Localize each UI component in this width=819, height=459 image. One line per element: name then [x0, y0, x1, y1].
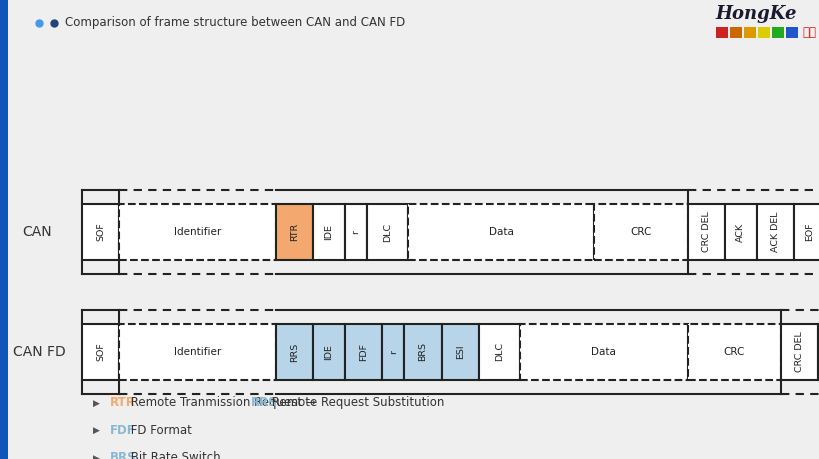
Bar [687, 324, 780, 380]
Bar [724, 204, 756, 260]
Text: ▶: ▶ [93, 453, 100, 459]
Text: CAN: CAN [22, 225, 52, 239]
Text: CRC DEL: CRC DEL [701, 212, 710, 252]
Bar [715, 27, 726, 38]
Bar [119, 204, 275, 260]
Bar [756, 204, 793, 260]
Text: SOF: SOF [96, 223, 105, 241]
Bar [441, 324, 478, 380]
Bar [408, 204, 594, 260]
Bar [594, 204, 687, 260]
Text: CRC DEL: CRC DEL [794, 331, 803, 372]
Text: FDF: FDF [110, 424, 135, 437]
Text: Identifier: Identifier [174, 227, 221, 237]
Bar [119, 324, 275, 380]
Text: r: r [351, 230, 360, 234]
Bar [344, 324, 382, 380]
Bar [313, 324, 344, 380]
Text: Bit Rate Switch: Bit Rate Switch [127, 452, 220, 459]
Bar [780, 324, 817, 380]
Bar [344, 204, 367, 260]
Text: SOF: SOF [96, 342, 105, 361]
Text: ACK: ACK [735, 223, 744, 241]
Text: RRS: RRS [251, 397, 278, 409]
Text: ACK DEL: ACK DEL [770, 212, 779, 252]
Bar [758, 27, 769, 38]
Text: BRS: BRS [418, 342, 427, 361]
Text: Data: Data [488, 227, 514, 237]
Bar [0, 0, 8, 459]
Text: CRC: CRC [630, 227, 651, 237]
Text: RTR: RTR [110, 397, 136, 409]
Text: RRS: RRS [290, 342, 299, 362]
Bar [817, 324, 819, 380]
Bar [729, 27, 741, 38]
Text: DLC: DLC [495, 342, 504, 362]
Text: Comparison of frame structure between CAN and CAN FD: Comparison of frame structure between CA… [66, 17, 405, 29]
Bar [793, 204, 819, 260]
Bar [478, 324, 519, 380]
Text: 虚科: 虚科 [802, 26, 816, 39]
Bar [82, 324, 119, 380]
Text: FD Format: FD Format [127, 424, 192, 437]
Bar [82, 204, 119, 260]
Text: Remote Tranmission Request →: Remote Tranmission Request → [127, 397, 315, 409]
Text: Remote Request Substitution: Remote Request Substitution [268, 397, 444, 409]
Text: FDF: FDF [359, 343, 368, 361]
Bar [404, 324, 441, 380]
Text: Data: Data [590, 347, 616, 357]
Text: BRS: BRS [110, 452, 137, 459]
Bar [275, 324, 313, 380]
Bar [771, 27, 783, 38]
Text: EOF: EOF [804, 223, 813, 241]
Bar [687, 204, 724, 260]
Text: r: r [388, 350, 397, 354]
Bar [313, 204, 344, 260]
Bar [519, 324, 687, 380]
Text: HongKe: HongKe [715, 6, 796, 23]
Text: CRC: CRC [722, 347, 744, 357]
Bar [275, 204, 313, 260]
Text: CAN FD: CAN FD [13, 345, 66, 359]
Bar [785, 27, 798, 38]
Text: IDE: IDE [324, 344, 333, 360]
Text: ESI: ESI [455, 345, 464, 359]
Text: ▶: ▶ [93, 426, 100, 435]
Bar [743, 27, 755, 38]
Text: IDE: IDE [324, 224, 333, 240]
Text: Identifier: Identifier [174, 347, 221, 357]
Text: RTR: RTR [290, 223, 299, 241]
Text: ▶: ▶ [93, 398, 100, 408]
Text: DLC: DLC [382, 223, 391, 241]
Bar [382, 324, 404, 380]
Bar [367, 204, 408, 260]
